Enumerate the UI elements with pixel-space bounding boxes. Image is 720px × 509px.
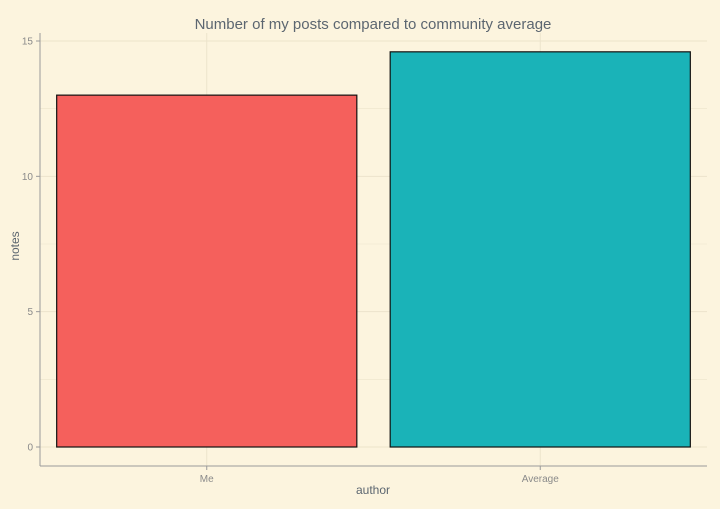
x-tick-label-average: Average [522,474,560,485]
x-tick-label-me: Me [200,474,214,485]
y-axis-label: notes [8,231,22,260]
y-tick-label: 0 [27,443,33,454]
chart-title: Number of my posts compared to community… [195,16,552,33]
y-tick-label: 15 [22,37,34,48]
axes: 0 5 10 15 Me Average [22,33,707,485]
x-axis-label: author [356,483,390,497]
y-tick-label: 5 [27,307,33,318]
bar-average [389,51,691,448]
bar-me [56,94,358,448]
bars [56,51,691,448]
y-tick-label: 10 [22,172,34,183]
